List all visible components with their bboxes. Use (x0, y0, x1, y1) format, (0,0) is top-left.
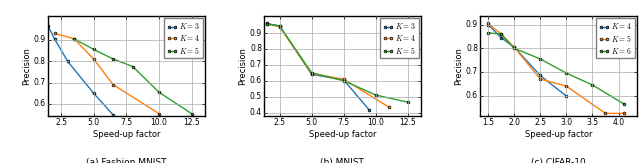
$K = 4$ (340, 78, 348, 80)
Title: (c) CIFAR-10: (c) CIFAR-10 (531, 158, 586, 163)
$K = 3$ (64, 60, 72, 62)
Title: (b) MNIST: (b) MNIST (321, 158, 364, 163)
$K = 5$ (536, 78, 544, 80)
$K = 4$ (497, 37, 505, 39)
$K = 3$ (44, 25, 52, 27)
$K = 6$ (563, 72, 570, 74)
$K = 3$ (365, 109, 373, 111)
$K = 5$ (497, 33, 505, 35)
Line: $K = 6$: $K = 6$ (486, 31, 625, 105)
$K = 3$ (51, 38, 58, 40)
$K = 6$ (589, 84, 596, 86)
$K = 4$ (484, 24, 492, 26)
Legend: $K = 3$, $K = 4$, $K = 5$: $K = 3$, $K = 4$, $K = 5$ (164, 18, 202, 58)
Y-axis label: Precision: Precision (22, 47, 31, 85)
$K = 3$ (340, 79, 348, 81)
$K = 5$ (510, 46, 518, 48)
$K = 6$ (497, 33, 505, 35)
Line: $K = 4$: $K = 4$ (266, 23, 390, 108)
$K = 4$ (385, 106, 392, 108)
$K = 3$ (263, 22, 271, 24)
$K = 5$ (70, 38, 78, 40)
$K = 5$ (308, 72, 316, 74)
Line: $K = 3$: $K = 3$ (266, 22, 371, 111)
$K = 5$ (109, 58, 117, 60)
$K = 5$ (484, 22, 492, 24)
$K = 5$ (276, 25, 284, 27)
$K = 4$ (510, 46, 518, 48)
$K = 5$ (372, 94, 380, 96)
$K = 6$ (536, 58, 544, 60)
Y-axis label: Precision: Precision (454, 47, 463, 85)
Line: $K = 3$: $K = 3$ (47, 25, 115, 117)
Title: (a) Fashion MNIST: (a) Fashion MNIST (86, 158, 166, 163)
$K = 4$ (51, 32, 58, 34)
$K = 6$ (510, 47, 518, 49)
$K = 3$ (308, 73, 316, 75)
$K = 4$ (155, 113, 163, 115)
Legend: $K = 4$, $K = 5$, $K = 6$: $K = 4$, $K = 5$, $K = 6$ (596, 18, 635, 58)
$K = 4$ (90, 58, 97, 60)
$K = 5$ (188, 113, 195, 115)
Line: $K = 5$: $K = 5$ (73, 37, 193, 115)
$K = 6$ (620, 103, 628, 105)
Line: $K = 5$: $K = 5$ (266, 23, 409, 104)
$K = 5$ (155, 91, 163, 93)
Y-axis label: Precision: Precision (238, 47, 247, 85)
$K = 4$ (563, 95, 570, 97)
$K = 5$ (602, 112, 609, 114)
$K = 5$ (404, 101, 412, 103)
X-axis label: Speed-up factor: Speed-up factor (93, 130, 160, 139)
$K = 5$ (129, 66, 137, 67)
X-axis label: Speed-up factor: Speed-up factor (525, 130, 592, 139)
$K = 3$ (276, 25, 284, 27)
$K = 4$ (276, 26, 284, 28)
$K = 4$ (308, 73, 316, 74)
Line: $K = 4$: $K = 4$ (486, 23, 568, 97)
$K = 3$ (109, 114, 117, 116)
$K = 4$ (536, 74, 544, 76)
$K = 5$ (90, 48, 97, 50)
Line: $K = 5$: $K = 5$ (486, 22, 625, 115)
X-axis label: Speed-up factor: Speed-up factor (308, 130, 376, 139)
$K = 5$ (563, 85, 570, 87)
$K = 3$ (90, 92, 97, 94)
Legend: $K = 3$, $K = 4$, $K = 5$: $K = 3$, $K = 4$, $K = 5$ (380, 18, 419, 58)
Line: $K = 4$: $K = 4$ (53, 32, 160, 115)
$K = 5$ (340, 80, 348, 82)
$K = 5$ (620, 112, 628, 114)
$K = 4$ (70, 38, 78, 40)
$K = 4$ (263, 23, 271, 25)
$K = 6$ (484, 32, 492, 34)
$K = 4$ (109, 84, 117, 86)
$K = 5$ (263, 23, 271, 25)
